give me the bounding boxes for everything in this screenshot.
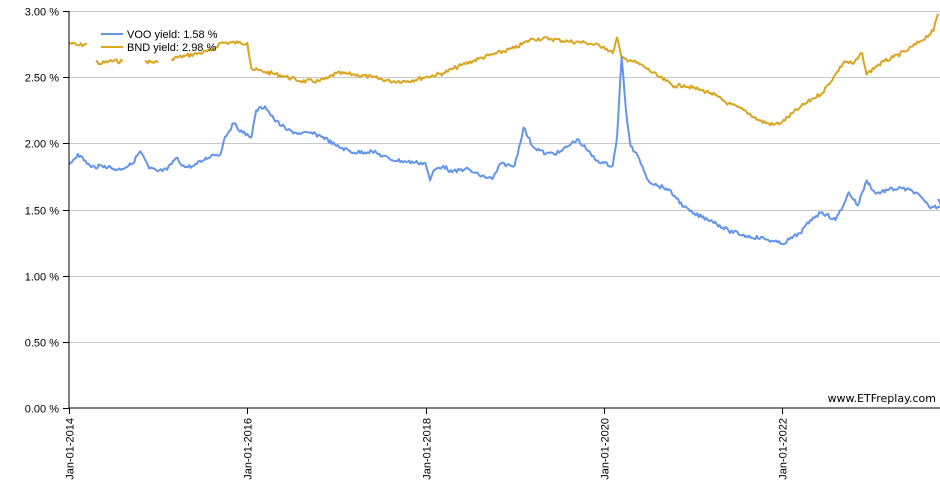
x-tick-label: Jan-01-2020 [600,418,612,480]
y-tick-label: 1.00 % [25,272,59,284]
y-tick-label: 0.50 % [25,338,59,350]
legend-label: VOO yield: 1.58 % [127,29,218,41]
y-axis-ticks: 0.00 % 0.50 % 1.00 % 1.50 % 2.00 % 2.50 % 3.00… [25,7,69,416]
bnd-yield-line [68,13,939,127]
y-tick-label: 1.50 % [25,206,59,218]
x-tick-label: Jan-01-2014 [65,418,77,480]
x-tick-label: Jan-01-2016 [243,418,255,480]
y-tick-label: 3.00 % [25,7,59,19]
watermark: www.ETFreplay.com [828,392,936,405]
legend-label: BND yield: 2.98 % [127,42,216,54]
legend: VOO yield: 1.58 %BND yield: 2.98 % [101,29,218,54]
series-lines [68,13,940,246]
x-tick-label: Jan-01-2022 [778,418,790,480]
y-tick-label: 0.00 % [25,404,59,416]
axes [68,11,940,409]
x-axis-ticks: Jan-01-2014 Jan-01-2016 Jan-01-2018 Jan-01-… [65,408,790,480]
x-tick-label: Jan-01-2018 [422,418,434,480]
y-tick-label: 2.00 % [25,139,59,151]
voo-yield-line [68,56,940,246]
y-tick-label: 2.50 % [25,73,59,85]
horizontal-gridlines [69,11,940,343]
